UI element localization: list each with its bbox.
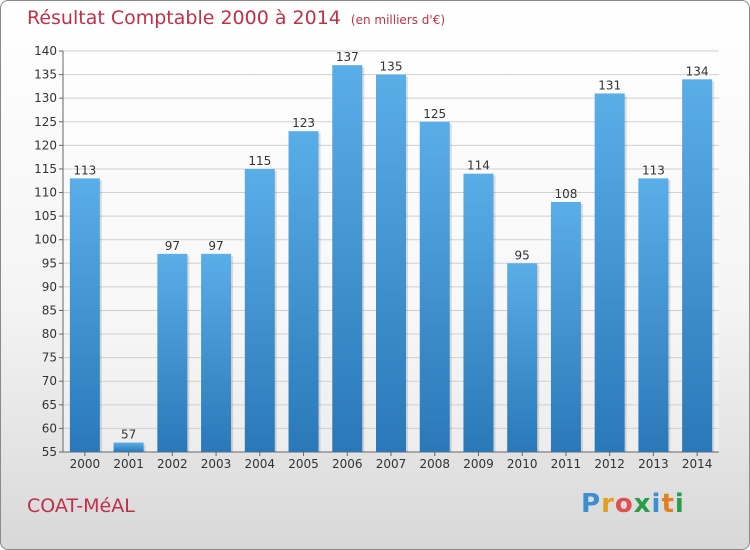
chart-title: Résultat Comptable 2000 à 2014 (en millie…: [27, 7, 445, 29]
y-tick-label: 65: [42, 398, 57, 412]
bar: [594, 93, 625, 452]
x-tick-label: 2007: [376, 457, 407, 471]
data-label: 135: [380, 60, 403, 74]
bar: [550, 201, 581, 452]
data-label: 113: [73, 163, 96, 177]
data-label: 113: [642, 163, 665, 177]
data-label: 134: [686, 64, 709, 78]
y-tick-label: 130: [34, 91, 57, 105]
bar: [288, 131, 319, 452]
bar: [244, 168, 275, 453]
x-tick-label: 2004: [245, 457, 276, 471]
y-tick-label: 60: [42, 421, 57, 435]
bar: [376, 74, 406, 453]
x-tick-label: 2012: [594, 457, 625, 471]
x-tick-label: 2002: [157, 457, 188, 471]
data-label: 115: [248, 154, 271, 168]
bar: [638, 178, 669, 452]
y-tick-label: 115: [34, 162, 57, 176]
y-tick-label: 110: [34, 186, 57, 200]
y-tick-label: 80: [42, 327, 57, 341]
data-label: 114: [467, 159, 490, 173]
bar: [463, 173, 494, 453]
bar: [69, 178, 100, 452]
data-label: 125: [423, 107, 446, 121]
y-tick-label: 120: [34, 138, 57, 152]
data-label: 137: [336, 50, 359, 64]
x-tick-label: 2008: [419, 457, 450, 471]
bar: [157, 253, 188, 452]
bar: [201, 253, 232, 452]
bar: [113, 442, 144, 452]
x-tick-label: 2009: [463, 457, 494, 471]
x-tick-label: 2014: [682, 457, 713, 471]
data-label: 57: [121, 428, 136, 442]
data-label: 123: [292, 116, 315, 130]
data-label: 97: [165, 239, 180, 253]
x-tick-label: 2003: [201, 457, 232, 471]
chart-subtitle: (en milliers d'€): [350, 13, 446, 27]
y-tick-label: 95: [42, 256, 57, 270]
y-tick-label: 135: [34, 68, 57, 82]
data-label: 108: [554, 187, 577, 201]
x-tick-label: 2000: [70, 457, 101, 471]
y-tick-label: 70: [42, 374, 57, 388]
bar: [332, 65, 363, 452]
y-tick-label: 100: [34, 233, 57, 247]
y-tick-label: 75: [42, 351, 57, 365]
proxiti-logo: Proxiti: [581, 489, 685, 519]
y-tick-label: 55: [42, 445, 57, 459]
x-tick-label: 2013: [638, 457, 669, 471]
x-tick-label: 2010: [507, 457, 538, 471]
y-tick-label: 105: [34, 209, 57, 223]
x-tick-label: 2005: [288, 457, 319, 471]
bar: [419, 121, 450, 452]
data-label: 95: [515, 248, 530, 262]
data-label: 131: [598, 78, 621, 92]
data-label: 97: [208, 239, 223, 253]
x-tick-label: 2011: [551, 457, 582, 471]
y-tick-label: 90: [42, 280, 57, 294]
y-tick-label: 125: [34, 115, 57, 129]
x-tick-label: 2001: [113, 457, 144, 471]
title-text: Résultat Comptable 2000 à 2014: [27, 7, 341, 29]
bar: [507, 263, 538, 452]
bar: [682, 79, 713, 453]
y-tick-label: 85: [42, 303, 57, 317]
y-tick-label: 140: [34, 44, 57, 58]
x-tick-label: 2006: [332, 457, 363, 471]
location-label: COAT-MéAL: [27, 495, 135, 517]
